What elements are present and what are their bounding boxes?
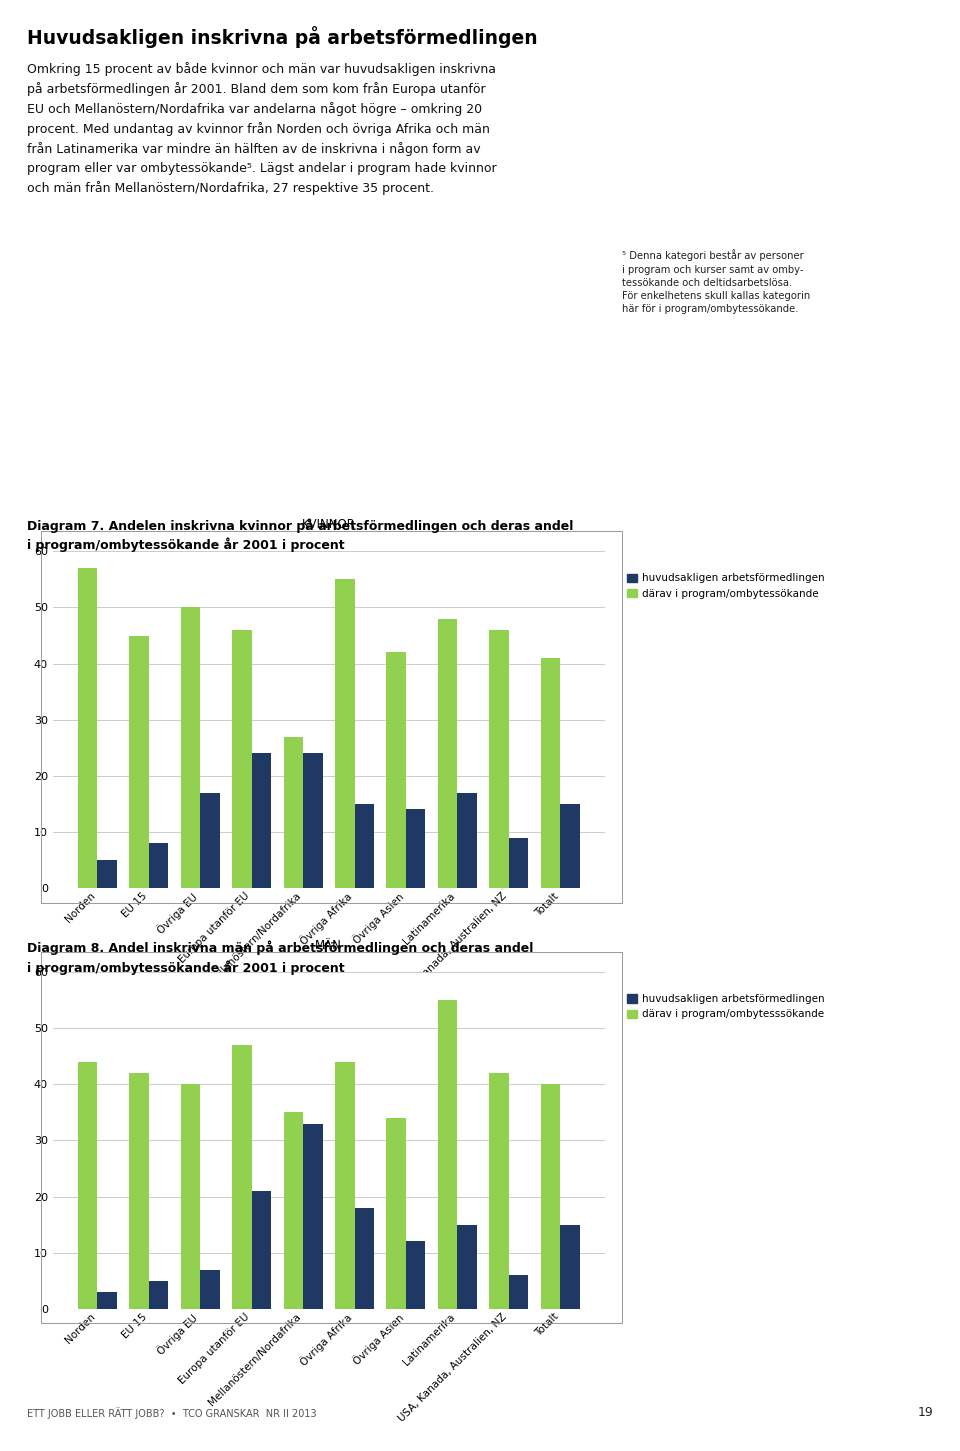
Bar (232, 630, 252, 888)
Bar (509, 1275, 528, 1309)
Legend: huvudsakligen arbetsförmedlingen, därav i program/ombytesssökande: huvudsakligen arbetsförmedlingen, därav … (627, 994, 825, 1020)
Bar (386, 653, 406, 888)
Text: 19: 19 (918, 1406, 933, 1419)
Bar (335, 1062, 354, 1309)
Bar (201, 792, 220, 888)
Bar (232, 1045, 252, 1309)
Bar (561, 1225, 580, 1309)
Bar (180, 608, 201, 888)
Text: ETT JOBB ELLER RÄTT JOBB?  •  TCO GRANSKAR  NR II 2013: ETT JOBB ELLER RÄTT JOBB? • TCO GRANSKAR… (27, 1407, 317, 1419)
Bar (490, 630, 509, 888)
Bar (97, 860, 117, 888)
Text: ⁵ Denna kategori består av personer
i program och kurser samt av omby-
tessökand: ⁵ Denna kategori består av personer i pr… (622, 250, 810, 315)
Bar (457, 792, 477, 888)
Bar (406, 810, 425, 888)
Bar (303, 1123, 323, 1309)
Bar (149, 1281, 168, 1309)
Bar (406, 1242, 425, 1309)
Bar (303, 753, 323, 888)
Text: Huvudsakligen inskrivna på arbetsförmedlingen: Huvudsakligen inskrivna på arbetsförmedl… (27, 26, 538, 48)
Text: KVINNOR: KVINNOR (301, 518, 356, 531)
Bar (490, 1074, 509, 1309)
Legend: huvudsakligen arbetsförmedlingen, därav i program/ombytessökande: huvudsakligen arbetsförmedlingen, därav … (627, 573, 825, 599)
Bar (78, 569, 97, 888)
Text: Diagram 7. Andelen inskrivna kvinnor på arbetsförmedlingen och deras andel
i pro: Diagram 7. Andelen inskrivna kvinnor på … (27, 518, 573, 553)
Bar (130, 636, 149, 888)
Bar (438, 1000, 457, 1309)
Bar (561, 804, 580, 888)
Bar (130, 1074, 149, 1309)
Bar (509, 837, 528, 888)
Bar (354, 1207, 374, 1309)
Text: MÄN: MÄN (316, 939, 342, 952)
Bar (252, 1191, 272, 1309)
Bar (457, 1225, 477, 1309)
Bar (354, 804, 374, 888)
Bar (386, 1119, 406, 1309)
Bar (97, 1291, 117, 1309)
Bar (335, 579, 354, 888)
Bar (201, 1270, 220, 1309)
Bar (540, 1084, 561, 1309)
Text: Omkring 15 procent av både kvinnor och män var huvudsakligen inskrivna
på arbets: Omkring 15 procent av både kvinnor och m… (27, 62, 496, 194)
Bar (252, 753, 272, 888)
Bar (540, 657, 561, 888)
Bar (283, 1113, 303, 1309)
Bar (283, 737, 303, 888)
Bar (78, 1062, 97, 1309)
Bar (180, 1084, 201, 1309)
Text: Diagram 8. Andel inskrivna män på arbetsförmedlingen och deras andel
i program/o: Diagram 8. Andel inskrivna män på arbets… (27, 940, 533, 975)
Bar (149, 843, 168, 888)
Bar (438, 618, 457, 888)
